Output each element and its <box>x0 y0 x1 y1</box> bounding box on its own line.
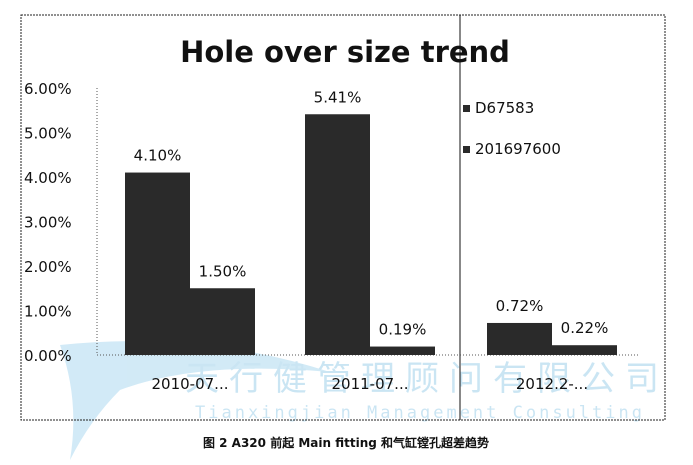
y-tick-label: 1.00% <box>24 303 72 321</box>
legend-label: 201697600 <box>475 140 561 158</box>
data-label: 1.50% <box>199 262 247 280</box>
x-tick-label: 2012.2-... <box>516 375 588 393</box>
chart-frame <box>20 14 666 421</box>
y-tick-label: 6.00% <box>24 80 72 98</box>
legend-label: D67583 <box>475 99 534 117</box>
y-tick-label: 0.00% <box>24 347 72 365</box>
bar <box>487 322 552 355</box>
data-label: 0.19% <box>379 321 427 339</box>
x-tick-label: 2010-07... <box>152 375 229 393</box>
watermark: 天行健管理顾问有限公司 Tianxingjian Management Cons… <box>60 341 669 460</box>
y-tick-label: 5.00% <box>24 125 72 143</box>
bar <box>305 114 370 355</box>
bar <box>190 288 255 355</box>
figure-caption: 图 2 A320 前起 Main fitting 和气缸镗孔超差趋势 <box>203 435 489 450</box>
watermark-cn: 天行健管理顾问有限公司 <box>185 359 669 399</box>
y-tick-label: 2.00% <box>24 258 72 276</box>
watermark-en: Tianxingjian Management Consulting <box>195 403 645 423</box>
data-label: 0.22% <box>561 319 609 337</box>
legend-swatch <box>463 105 470 112</box>
data-label: 5.41% <box>314 88 362 106</box>
legend-swatch <box>463 146 470 153</box>
y-tick-label: 4.00% <box>24 169 72 187</box>
bar <box>370 346 435 355</box>
bar <box>125 172 190 355</box>
data-label: 0.72% <box>496 297 544 315</box>
y-tick-label: 3.00% <box>24 214 72 232</box>
data-label: 4.10% <box>134 147 182 165</box>
x-tick-label: 2011-07... <box>332 375 409 393</box>
bar <box>552 345 617 355</box>
chart-title: Hole over size trend <box>180 35 510 69</box>
